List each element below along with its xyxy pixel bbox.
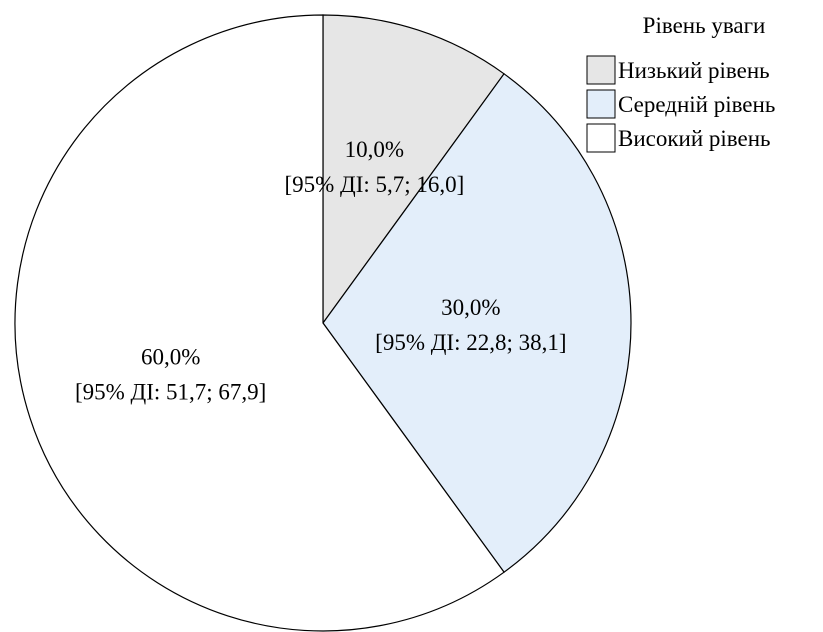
legend-items: Низький рівень Середній рівень Високий рів… <box>586 55 775 153</box>
legend-label-low: Низький рівень <box>618 58 770 83</box>
pie-slice-low <box>322 14 505 325</box>
pie-slices <box>14 14 632 632</box>
legend-label-high: Високий рівень <box>618 126 771 151</box>
slice-ci-label-medium: [95% ДІ: 22,8; 38,1] <box>375 330 566 355</box>
slice-ci-label-low: [95% ДІ: 5,7; 16,0] <box>284 172 464 197</box>
legend-swatch-medium <box>586 89 616 119</box>
slice-percent-label-high: 60,0% <box>141 344 200 369</box>
legend-label-medium: Середній рівень <box>618 92 775 117</box>
legend-swatch-high <box>586 123 616 153</box>
slice-ci-label-high: [95% ДІ: 51,7; 67,9] <box>75 379 266 404</box>
pie-slice-medium <box>322 72 632 574</box>
slice-percent-label-medium: 30,0% <box>441 295 500 320</box>
pie-slice-high <box>14 14 505 632</box>
legend: Рівень уваги Низький рівень Середній ріве… <box>586 13 775 153</box>
legend-title: Рівень уваги <box>643 13 766 38</box>
legend-swatch-low <box>586 55 616 85</box>
slice-percent-label-low: 10,0% <box>345 137 404 162</box>
pie-slice-labels: 10,0% [95% ДІ: 5,7; 16,0] 30,0% [95% ДІ: 22… <box>75 137 567 405</box>
